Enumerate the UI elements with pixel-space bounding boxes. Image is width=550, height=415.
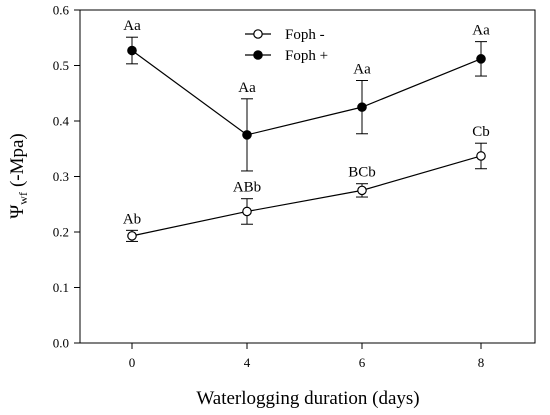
data-point	[127, 231, 137, 241]
y-tick-label: 0.6	[53, 3, 70, 18]
data-point	[476, 151, 486, 161]
y-tick-label: 0.1	[53, 280, 69, 295]
y-axis-unit: (-Mpa)	[7, 133, 28, 187]
legend-marker	[253, 29, 263, 39]
x-tick-label: 4	[244, 355, 251, 370]
y-axis-symbol: Ψ	[7, 205, 28, 219]
data-label: BCb	[348, 165, 376, 181]
data-label: Aa	[353, 61, 371, 77]
legend-item-foph-plus: Foph +	[245, 48, 328, 64]
x-tick-label: 0	[129, 355, 136, 370]
data-label: Cb	[472, 124, 490, 140]
series-foph-plus: Aa Aa Aa Aa	[123, 18, 490, 172]
data-point	[357, 102, 367, 112]
legend-label: Foph -	[285, 27, 325, 43]
legend-item-foph-minus: Foph -	[245, 27, 325, 43]
series-line	[131, 50, 482, 136]
x-axis: 0 4 6 8	[129, 343, 485, 370]
x-tick-label: 8	[478, 355, 485, 370]
data-label: Aa	[238, 80, 256, 96]
x-axis-title: Waterlogging duration (days)	[196, 388, 419, 409]
data-label: ABb	[233, 180, 261, 196]
series-foph-minus: Ab ABb BCb Cb	[123, 124, 490, 242]
y-axis-title: Ψwf (-Mpa)	[7, 133, 30, 219]
x-tick-label: 6	[359, 355, 366, 370]
data-point	[357, 185, 367, 196]
legend-marker	[253, 50, 263, 60]
series-layer: Ab ABb BCb Cb Aa Aa Aa Aa	[123, 18, 490, 242]
y-tick-label: 0.0	[53, 336, 69, 351]
data-point	[242, 130, 252, 140]
y-axis: 0.0 0.1 0.2 0.3 0.4 0.5 0.6	[53, 3, 80, 351]
series-line	[131, 155, 482, 237]
y-tick-label: 0.4	[53, 114, 70, 129]
y-tick-label: 0.5	[53, 58, 69, 73]
y-tick-label: 0.3	[53, 169, 69, 184]
data-point	[127, 45, 137, 56]
data-label: Aa	[472, 23, 490, 39]
y-tick-label: 0.2	[53, 225, 69, 240]
data-label: Aa	[123, 18, 141, 34]
legend: Foph - Foph +	[245, 27, 328, 64]
y-axis-subscript: wf	[16, 192, 30, 205]
data-point	[476, 54, 486, 64]
data-point	[242, 206, 252, 217]
legend-label: Foph +	[285, 48, 328, 64]
data-label: Ab	[123, 211, 141, 227]
